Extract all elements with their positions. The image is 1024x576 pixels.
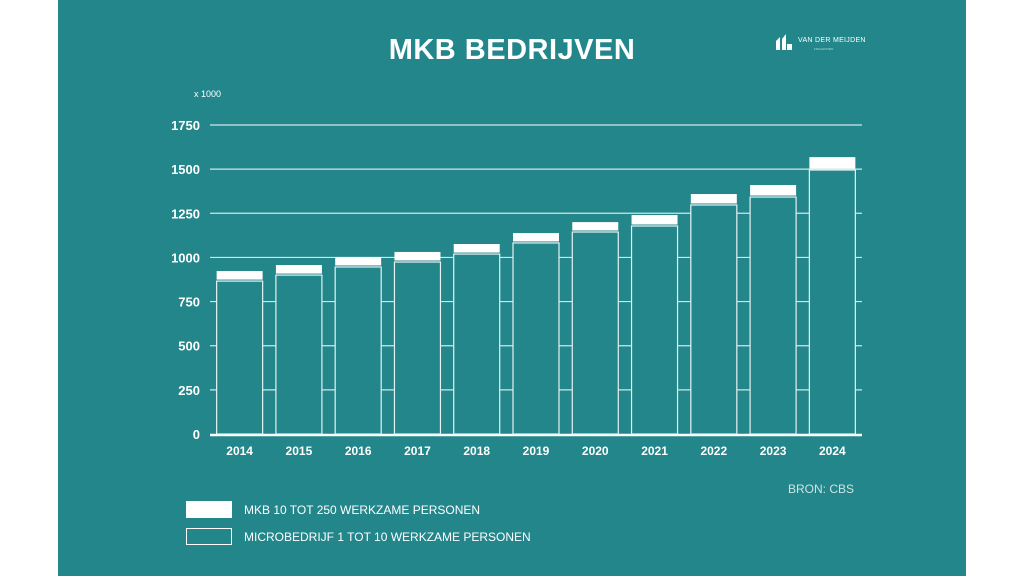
y-tick-label: 1500 xyxy=(171,162,200,177)
bar-mkb-2014 xyxy=(216,271,263,280)
x-tick-label: 2022 xyxy=(700,444,727,458)
bar-mkb-2016 xyxy=(335,257,382,266)
x-tick-label: 2015 xyxy=(286,444,313,458)
x-tick-label: 2018 xyxy=(463,444,490,458)
legend-swatch-mkb xyxy=(186,501,232,518)
source-label: BRON: CBS xyxy=(788,482,855,496)
logo-sub: FISCALISTEN xyxy=(814,47,834,51)
x-tick-label: 2021 xyxy=(641,444,668,458)
legend-swatch-micro xyxy=(186,528,232,545)
x-tick-label: 2014 xyxy=(226,444,253,458)
legend-item-mkb: MKB 10 TOT 250 WERKZAME PERSONEN xyxy=(186,501,480,518)
chart-title: MKB BEDRIJVEN xyxy=(388,34,636,66)
bar-micro-2017 xyxy=(393,261,442,435)
legend-item-micro: MICROBEDRIJF 1 TOT 10 WERKZAME PERSONEN xyxy=(186,528,531,545)
x-tick-label: 2023 xyxy=(760,444,787,458)
bar-mkb-2020 xyxy=(572,222,619,231)
x-tick-label: 2024 xyxy=(819,444,846,458)
bar-micro-2019 xyxy=(512,242,560,435)
bar-micro-2022 xyxy=(690,204,738,435)
bar-mkb-2023 xyxy=(750,185,797,196)
y-tick-label: 1250 xyxy=(171,206,200,221)
bar-micro-2016 xyxy=(334,266,382,435)
bar-micro-2021 xyxy=(630,225,679,435)
bar-mkb-2015 xyxy=(275,265,322,274)
bar-mkb-2017 xyxy=(394,251,441,261)
building-logo-icon xyxy=(776,34,792,50)
legend-label-mkb: MKB 10 TOT 250 WERKZAME PERSONEN xyxy=(244,502,481,517)
x-tick-label: 2019 xyxy=(523,444,550,458)
y-tick-label: 750 xyxy=(178,295,200,310)
bar-mkb-2019 xyxy=(513,233,559,242)
x-tick-label: 2020 xyxy=(582,444,609,458)
y-tick-label: 500 xyxy=(178,339,200,354)
bar-micro-2024 xyxy=(808,169,856,435)
y-tick-label: 0 xyxy=(193,427,200,442)
y-tick-label: 250 xyxy=(178,383,200,398)
x-tick-label: 2017 xyxy=(404,444,431,458)
x-tick-label: 2016 xyxy=(345,444,372,458)
bar-mkb-2018 xyxy=(453,244,500,253)
y-tick-label: 1000 xyxy=(171,250,200,265)
bar-micro-2020 xyxy=(571,231,619,435)
bar-micro-2015 xyxy=(275,274,323,435)
bar-micro-2014 xyxy=(216,280,264,435)
y-tick-label: 1750 xyxy=(171,118,200,133)
bar-mkb-2021 xyxy=(631,215,678,225)
bar-mkb-2022 xyxy=(690,194,737,204)
unit-label: x 1000 xyxy=(194,89,221,99)
logo-name: VAN DER MEIJDEN xyxy=(798,37,866,44)
legend-label-micro: MICROBEDRIJF 1 TOT 10 WERKZAME PERSONEN xyxy=(244,529,531,544)
bar-mkb-2024 xyxy=(809,157,856,169)
bar-micro-2023 xyxy=(749,196,797,435)
bar-micro-2018 xyxy=(453,253,501,435)
